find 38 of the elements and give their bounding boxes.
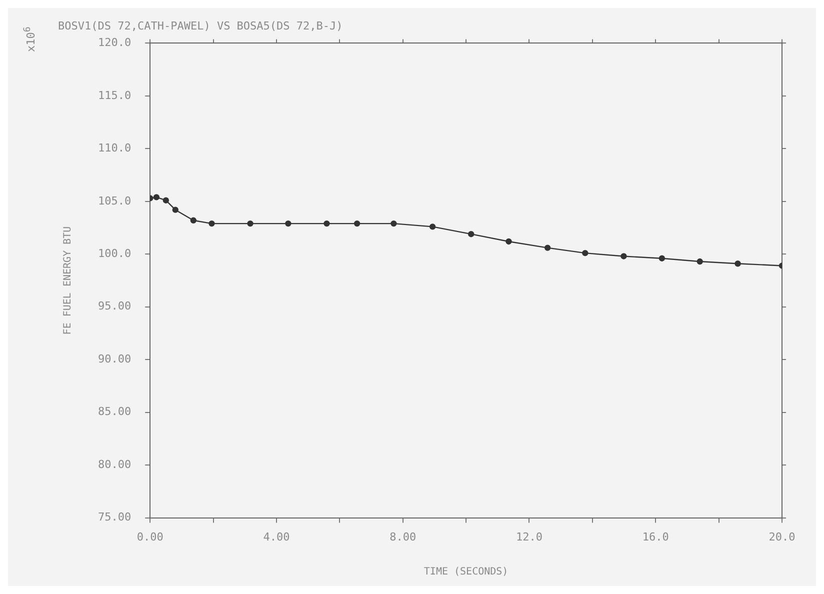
point — [285, 220, 292, 227]
point — [324, 220, 330, 227]
x-tick-label: 0.00 — [136, 530, 164, 544]
point — [506, 238, 512, 245]
point — [658, 255, 666, 262]
x-tick-label: 12.0 — [516, 530, 542, 544]
point — [734, 260, 741, 267]
y-tick-label: 120.0 — [98, 36, 132, 50]
point — [582, 250, 588, 256]
point — [162, 197, 170, 204]
y-tick-label: 95.00 — [98, 300, 132, 313]
point — [620, 253, 627, 260]
y-tick-label: 80.00 — [98, 458, 132, 471]
point — [172, 206, 178, 213]
x-tick-label: 20.0 — [768, 530, 796, 544]
y-tick-label: 90.00 — [98, 352, 132, 366]
point — [247, 220, 254, 227]
point — [190, 217, 196, 224]
x-tick-label: 16.0 — [642, 530, 669, 544]
point — [390, 220, 397, 227]
chart-title: BOSV1(DS 72,CATH-PAWEL) VS BOSA5(DS 72,B-J) — [58, 19, 343, 32]
y-tick-label: 115.0 — [98, 88, 132, 102]
y-tick-label: 85.00 — [98, 405, 132, 418]
x-tick-label: 8.00 — [390, 530, 416, 544]
y-tick-label: 75.00 — [98, 510, 132, 524]
point — [468, 230, 474, 238]
point — [208, 220, 215, 227]
y-tick-label: 110.0 — [98, 142, 132, 155]
y-tick-label: 105.0 — [98, 194, 132, 208]
y-axis-title: FE FUEL ENERGY BTU — [62, 226, 74, 335]
point — [696, 258, 703, 265]
point — [429, 224, 436, 230]
x-tick-label: 4.00 — [263, 530, 290, 544]
point — [544, 244, 551, 251]
point — [354, 220, 360, 227]
y-tick-label: 100.0 — [98, 246, 132, 260]
x-axis-title: TIME (SECONDS) — [424, 566, 508, 578]
point — [153, 194, 160, 200]
